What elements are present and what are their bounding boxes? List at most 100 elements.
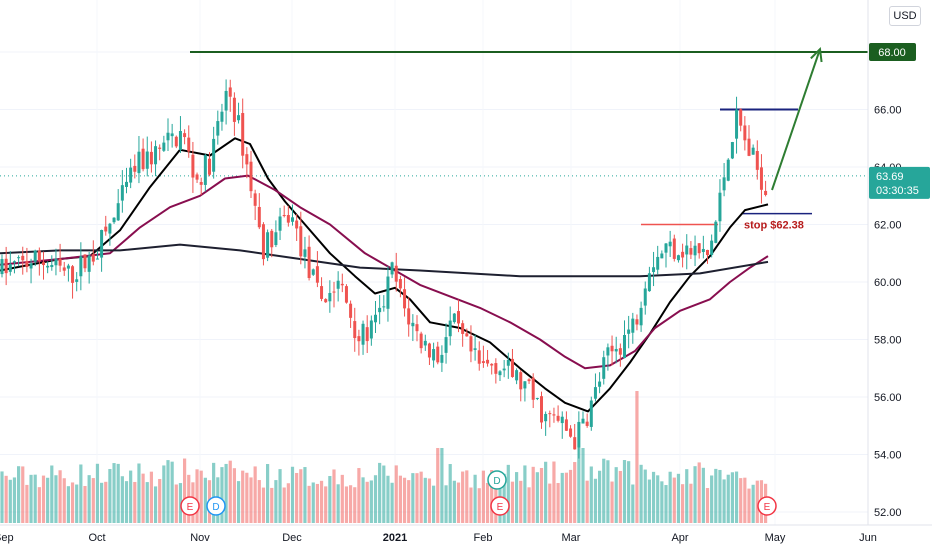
volume-bar — [295, 472, 299, 523]
last-price-text: 63.69 — [876, 171, 904, 183]
candle-body — [365, 327, 369, 342]
candle-body — [751, 147, 755, 155]
candle-body — [652, 267, 656, 273]
volume-bar — [332, 469, 336, 523]
volume-bar — [220, 467, 224, 523]
volume-bar — [697, 462, 701, 523]
event-marker-label: E — [764, 502, 771, 513]
candle-body — [62, 267, 66, 271]
candle-body — [759, 167, 763, 190]
candle-body — [17, 257, 21, 259]
volume-bar — [714, 468, 718, 523]
volume-bar — [614, 467, 618, 523]
volume-bar — [465, 470, 469, 523]
candle-body — [623, 335, 626, 359]
stop-label: stop $62.38 — [744, 220, 804, 232]
candle-body — [693, 245, 697, 256]
volume-bar — [568, 469, 573, 523]
y-tick-label: 60.00 — [874, 277, 902, 289]
target-arrow[interactable] — [771, 48, 821, 191]
candle-body — [203, 155, 207, 185]
candle-body — [270, 230, 274, 248]
candle-body — [149, 151, 153, 165]
volume-bar — [357, 468, 361, 523]
volume-bars — [0, 391, 768, 523]
candle-body — [228, 87, 232, 97]
candle-body — [606, 347, 610, 356]
candle-body — [631, 318, 635, 333]
candle-body — [241, 113, 245, 156]
candle-body — [544, 413, 548, 422]
candle-body — [291, 217, 294, 222]
volume-bar — [236, 481, 241, 523]
candle-body — [498, 371, 502, 376]
volume-bar — [249, 477, 253, 523]
volume-bar — [461, 471, 465, 523]
x-tick-label: Nov — [190, 532, 210, 544]
event-marker[interactable]: E — [757, 496, 777, 516]
volume-bar — [485, 482, 490, 523]
candle-body — [535, 397, 539, 399]
candle-body — [718, 192, 722, 222]
candle-body — [129, 167, 133, 183]
event-marker[interactable]: E — [490, 496, 510, 516]
candle-body — [100, 229, 104, 258]
volume-bar — [685, 469, 689, 523]
volume-bar — [50, 465, 54, 523]
volume-bar — [253, 466, 257, 523]
price-labels: 68.00 63.69 03:30:35 — [869, 43, 930, 199]
candle-body — [158, 147, 162, 149]
resistance-price-label — [869, 43, 916, 61]
volume-bar — [4, 475, 8, 523]
candle-body — [730, 142, 734, 159]
volume-bar — [660, 481, 664, 523]
candle-body — [444, 337, 448, 353]
candle-body — [593, 387, 597, 399]
candle-body — [104, 226, 108, 232]
volume-bar — [100, 482, 104, 523]
volume-bar — [353, 487, 357, 523]
event-marker[interactable]: D — [206, 496, 226, 516]
candle-body — [340, 283, 344, 286]
candle-body — [523, 381, 527, 389]
volume-bar — [349, 485, 353, 523]
candle-body — [295, 220, 299, 229]
candle-body — [328, 292, 332, 302]
volume-bar — [33, 474, 37, 523]
candle-body — [344, 286, 348, 303]
x-tick-label: 2021 — [383, 532, 407, 544]
x-tick-label: Jun — [859, 532, 877, 544]
currency-button[interactable]: USD — [889, 6, 921, 26]
volume-bar — [539, 467, 544, 523]
volume-bar — [158, 478, 162, 523]
volume-bar — [116, 463, 120, 523]
volume-bar — [37, 487, 41, 523]
candle-body — [589, 400, 593, 427]
volume-bar — [456, 482, 461, 523]
volume-bar — [598, 470, 602, 523]
event-marker[interactable]: E — [180, 496, 200, 516]
candle-body — [764, 190, 768, 195]
candle-body — [315, 266, 319, 283]
candle-body — [232, 97, 236, 122]
event-marker[interactable]: D — [487, 470, 507, 490]
candle-body — [676, 255, 680, 261]
volume-bar — [120, 476, 124, 523]
candle-body — [386, 276, 390, 309]
candle-body — [245, 154, 249, 165]
bar-countdown-text: 03:30:35 — [876, 185, 919, 197]
candle-body — [191, 154, 195, 178]
y-tick-label: 58.00 — [874, 335, 902, 347]
candle-body — [403, 289, 407, 309]
volume-bar — [411, 473, 415, 523]
candle-body — [461, 323, 465, 334]
candle-body — [170, 133, 174, 137]
candle-body — [141, 148, 145, 170]
volume-bar — [407, 480, 411, 523]
candle-body — [216, 121, 220, 136]
candle-body — [274, 232, 278, 246]
volume-bar — [75, 484, 79, 523]
volume-bar — [548, 483, 552, 523]
candle-body — [635, 319, 639, 325]
